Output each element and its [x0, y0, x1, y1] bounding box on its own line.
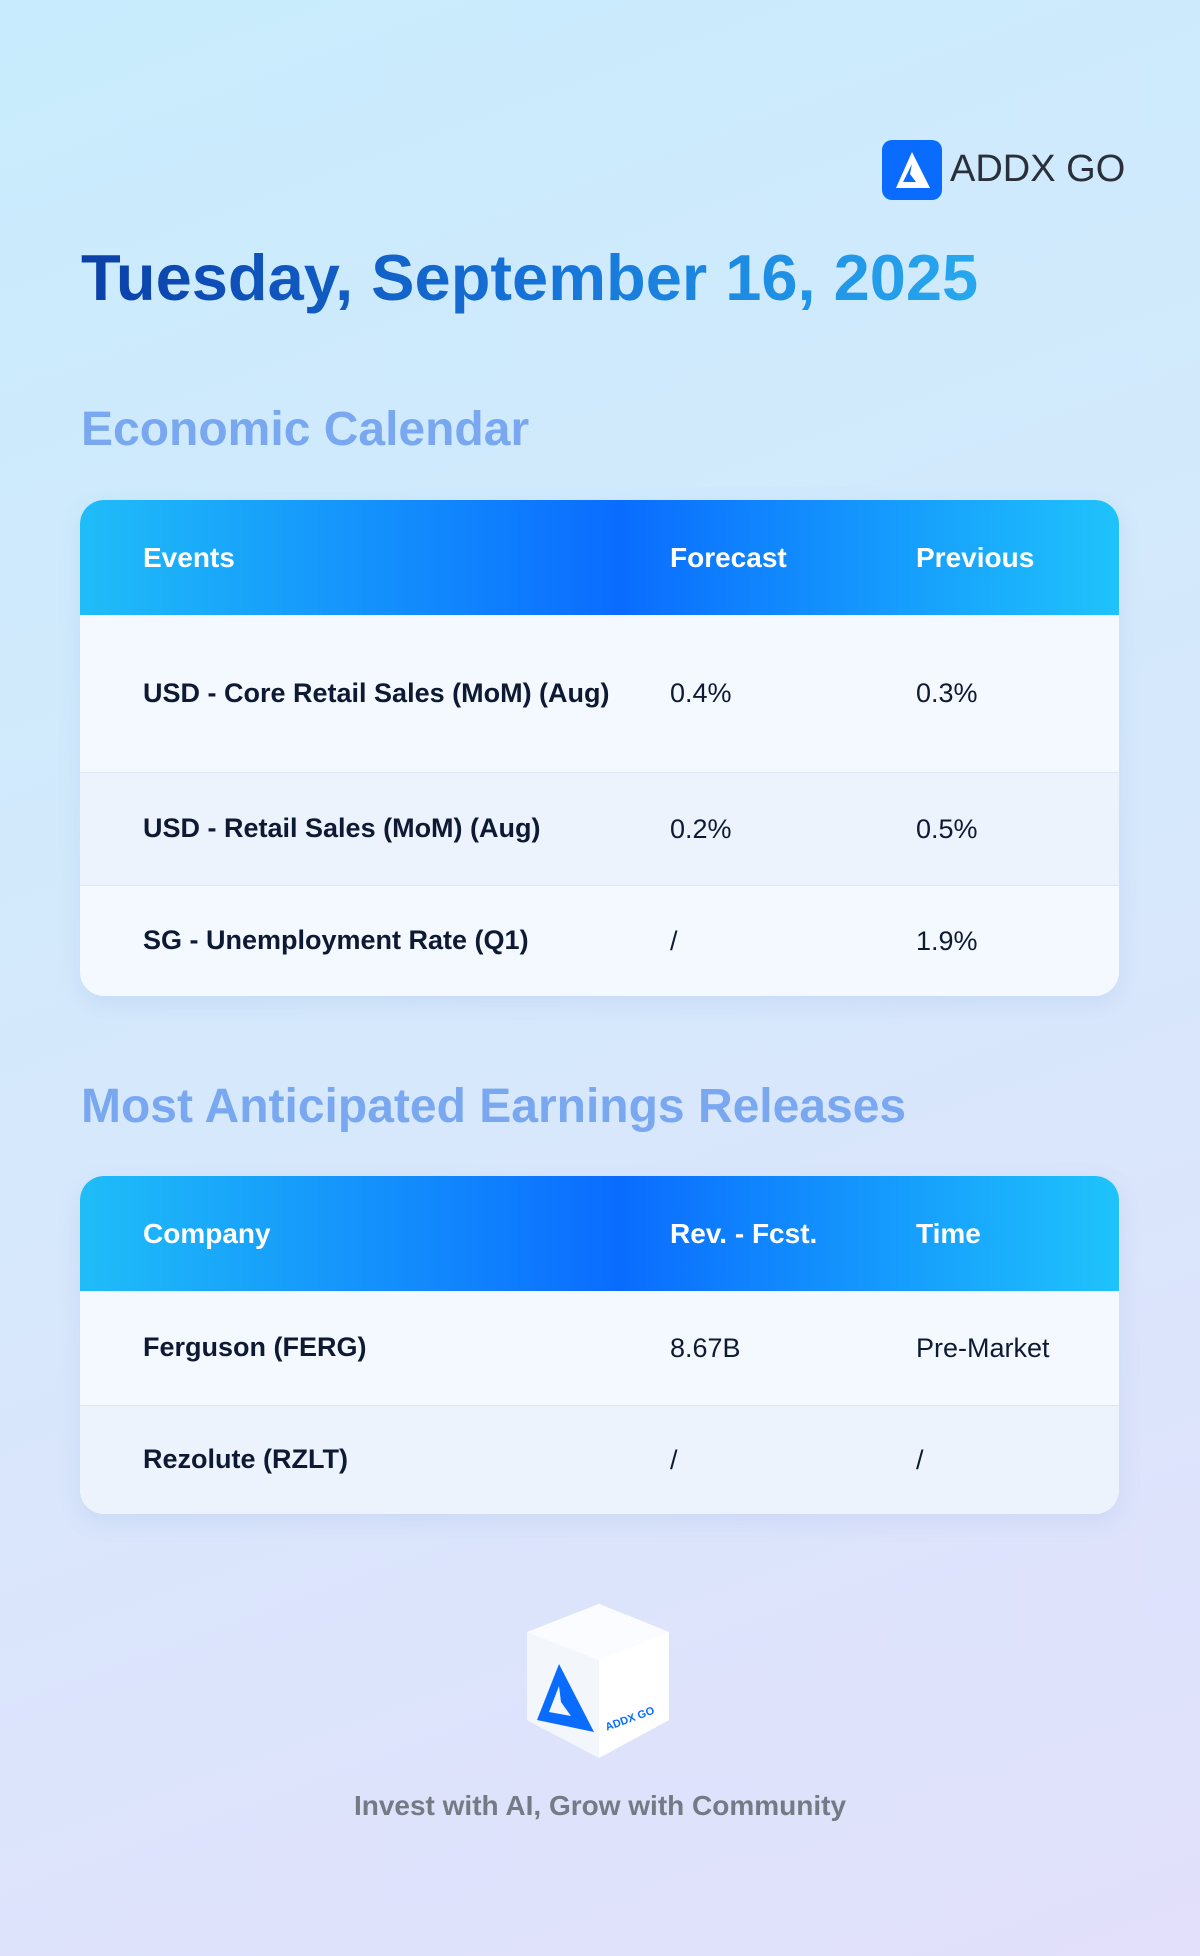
table-cell: /	[916, 1444, 924, 1475]
table-row: SG - Unemployment Rate (Q1) / 1.9%	[80, 885, 1119, 996]
table-header: Company Rev. - Fcst. Time	[80, 1176, 1119, 1291]
earnings-table: Company Rev. - Fcst. Time Ferguson (FERG) 8.…	[80, 1176, 1119, 1514]
table-cell: SG - Unemployment Rate (Q1)	[143, 925, 529, 956]
tagline: Invest with AI, Grow with Community	[353, 1790, 847, 1821]
table-cell: Ferguson (FERG)	[143, 1332, 367, 1363]
column-header: Forecast	[670, 541, 787, 573]
date-title: Tuesday, September 16, 2025	[81, 241, 979, 314]
brand-name: ADDX GO	[950, 148, 1126, 190]
table-cell: /	[670, 1444, 678, 1475]
table-row: USD - Retail Sales (MoM) (Aug) 0.2% 0.5%	[80, 772, 1119, 885]
section-title: Most Anticipated Earnings Releases	[81, 1080, 907, 1133]
column-header: Company	[143, 1217, 271, 1249]
table-cell: Rezolute (RZLT)	[143, 1444, 348, 1475]
table-cell: /	[670, 925, 678, 956]
table-cell: 0.4%	[670, 678, 732, 708]
table-row: USD - Core Retail Sales (MoM) (Aug) 0.4% 0…	[80, 615, 1119, 772]
footer-logo: ADDX GO	[527, 1604, 669, 1758]
table-cell: 1.9%	[916, 925, 978, 956]
table-cell: 0.3%	[916, 678, 978, 708]
table-cell: Pre-Market	[916, 1332, 1050, 1363]
table-header: Events Forecast Previous	[80, 500, 1119, 615]
economic-table: Events Forecast Previous USD - Core Retail …	[80, 500, 1119, 996]
column-header: Time	[916, 1217, 981, 1249]
column-header: Previous	[916, 541, 1035, 573]
table-cell: USD - Core Retail Sales (MoM) (Aug)	[143, 677, 610, 708]
table-cell: 0.5%	[916, 813, 978, 844]
table-row: Rezolute (RZLT) / /	[80, 1405, 1119, 1514]
table-cell: 8.67B	[670, 1332, 741, 1363]
section-title: Economic Calendar	[81, 403, 530, 456]
table-cell: 0.2%	[670, 813, 732, 844]
column-header: Events	[143, 541, 235, 573]
brand-logo	[882, 140, 942, 200]
table-cell: USD - Retail Sales (MoM) (Aug)	[143, 813, 541, 844]
column-header: Rev. - Fcst.	[670, 1217, 818, 1249]
table-row: Ferguson (FERG) 8.67B Pre-Market	[80, 1291, 1119, 1405]
